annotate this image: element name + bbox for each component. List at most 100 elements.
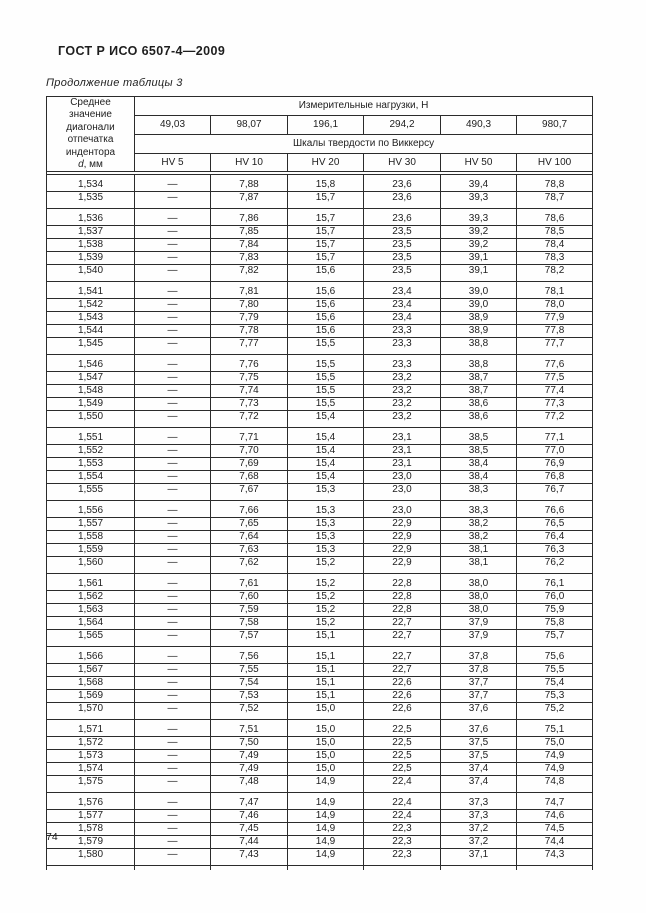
cell-diagonal: 1,577 xyxy=(46,809,135,824)
row-group: 1,561—7,61 15,2 22,8 38,0 76,1 1,562—7,60 15,2… xyxy=(46,573,594,648)
cell-hardness-value: — xyxy=(134,281,211,300)
cell-hardness-value: 15,0 xyxy=(287,736,364,751)
cell-hardness-value: 76,8 xyxy=(515,470,594,485)
cell-diagonal: 1,544 xyxy=(46,324,135,339)
cell-hardness-value: 7,78 xyxy=(210,324,288,339)
table-row: 1,549—7,73 15,5 23,2 38,6 77,3 xyxy=(46,397,594,412)
cell-hardness-value: 78,0 xyxy=(515,298,594,313)
cell-diagonal: 1,549 xyxy=(46,397,135,412)
cell-hardness-value: 38,8 xyxy=(440,337,517,356)
cell-hardness-value: 7,59 xyxy=(210,603,288,618)
cell-hardness-value: — xyxy=(134,483,211,502)
cell-hardness-value: — xyxy=(134,444,211,459)
cell-hardness-value: 15,3 xyxy=(287,530,364,545)
cell-hardness-value: 15,1 xyxy=(287,663,364,678)
cell-hardness-value: 74,3 xyxy=(515,848,594,867)
cell-hardness-value: — xyxy=(134,749,211,764)
cell-hardness-value: 39,2 xyxy=(440,238,517,253)
cell-diagonal: 1,538 xyxy=(46,238,135,253)
stub-cell xyxy=(363,865,441,870)
cell-hardness-value: 22,4 xyxy=(363,775,441,794)
cell-diagonal: 1,534 xyxy=(46,174,135,193)
cell-hardness-value: 23,2 xyxy=(363,410,441,429)
cell-hardness-value: 78,4 xyxy=(515,238,594,253)
cell-hardness-value: 7,48 xyxy=(210,775,288,794)
cell-hardness-value: 38,6 xyxy=(440,397,517,412)
table-row: 1,555—7,67 15,3 23,0 38,3 76,7 xyxy=(46,483,594,502)
scale-label: HV 30 xyxy=(363,152,441,173)
cell-hardness-value: 74,5 xyxy=(515,822,594,837)
cell-hardness-value: — xyxy=(134,719,211,738)
cell-hardness-value: 38,8 xyxy=(440,354,517,373)
cell-hardness-value: 7,44 xyxy=(210,835,288,850)
row-group: 1,576—7,47 14,9 22,4 37,3 74,7 1,577—7,46 14,9… xyxy=(46,792,594,867)
cell-diagonal: 1,579 xyxy=(46,835,135,850)
cell-hardness-value: 74,4 xyxy=(515,835,594,850)
cell-hardness-value: 15,5 xyxy=(287,397,364,412)
cell-hardness-value: 78,5 xyxy=(515,225,594,240)
cell-hardness-value: — xyxy=(134,517,211,532)
cell-hardness-value: 23,6 xyxy=(363,191,441,210)
cell-hardness-value: — xyxy=(134,457,211,472)
cell-hardness-value: 22,7 xyxy=(363,663,441,678)
cell-hardness-value: 38,1 xyxy=(440,556,517,575)
cell-hardness-value: 22,6 xyxy=(363,702,441,721)
cell-hardness-value: 37,9 xyxy=(440,616,517,631)
cell-diagonal: 1,555 xyxy=(46,483,135,502)
table-row: 1,553—7,69 15,4 23,1 38,4 76,9 xyxy=(46,457,594,472)
cell-hardness-value: — xyxy=(134,590,211,605)
cell-hardness-value: 23,0 xyxy=(363,470,441,485)
cell-hardness-value: 75,7 xyxy=(515,629,594,648)
cell-hardness-value: — xyxy=(134,822,211,837)
cell-diagonal: 1,559 xyxy=(46,543,135,558)
cell-hardness-value: 75,1 xyxy=(515,719,594,738)
table-row: 1,568—7,54 15,1 22,6 37,7 75,4 xyxy=(46,676,594,691)
cell-hardness-value: 77,8 xyxy=(515,324,594,339)
cell-hardness-value: 22,9 xyxy=(363,556,441,575)
cell-hardness-value: 22,7 xyxy=(363,629,441,648)
cell-hardness-value: — xyxy=(134,470,211,485)
table-row: 1,541—7,81 15,6 23,4 39,0 78,1 xyxy=(46,281,594,300)
cell-diagonal: 1,567 xyxy=(46,663,135,678)
cell-hardness-value: 39,3 xyxy=(440,208,517,227)
cell-hardness-value: 39,4 xyxy=(440,174,517,193)
table-row: 1,573—7,49 15,0 22,5 37,5 74,9 xyxy=(46,749,594,764)
cell-hardness-value: 7,56 xyxy=(210,646,288,665)
cell-diagonal: 1,540 xyxy=(46,264,135,283)
cell-hardness-value: 15,3 xyxy=(287,543,364,558)
cell-hardness-value: 37,3 xyxy=(440,792,517,811)
scales-header: Шкалы твердости по Виккерсу xyxy=(133,133,594,154)
cell-hardness-value: 7,85 xyxy=(210,225,288,240)
cell-hardness-value: 15,0 xyxy=(287,719,364,738)
table-row: 1,550—7,72 15,4 23,2 38,6 77,2 xyxy=(46,410,594,429)
corner-header-text: Среднее значение диагонали отпечатка инд… xyxy=(65,97,116,158)
cell-hardness-value: 22,3 xyxy=(363,822,441,837)
cell-hardness-value: 7,86 xyxy=(210,208,288,227)
cell-hardness-value: 76,9 xyxy=(515,457,594,472)
cell-hardness-value: 75,6 xyxy=(515,646,594,665)
stub-cell xyxy=(134,865,211,870)
cell-hardness-value: 7,76 xyxy=(210,354,288,373)
cell-hardness-value: 23,2 xyxy=(363,384,441,399)
cell-hardness-value: 15,0 xyxy=(287,702,364,721)
cell-hardness-value: 76,6 xyxy=(515,500,594,519)
cell-diagonal: 1,554 xyxy=(46,470,135,485)
cell-hardness-value: 14,9 xyxy=(287,822,364,837)
cell-hardness-value: 7,69 xyxy=(210,457,288,472)
table-row: 1,544—7,78 15,6 23,3 38,9 77,8 xyxy=(46,324,594,339)
cell-diagonal: 1,553 xyxy=(46,457,135,472)
cell-hardness-value: — xyxy=(134,410,211,429)
cell-hardness-value: 7,84 xyxy=(210,238,288,253)
cell-diagonal: 1,575 xyxy=(46,775,135,794)
diagonal-symbol: d xyxy=(78,159,84,171)
cell-hardness-value: 23,6 xyxy=(363,174,441,193)
stub-cell xyxy=(46,865,135,870)
cell-hardness-value: 23,5 xyxy=(363,225,441,240)
table-row: 1,574—7,49 15,0 22,5 37,4 74,9 xyxy=(46,762,594,777)
cell-hardness-value: 15,5 xyxy=(287,384,364,399)
cell-hardness-value: 7,52 xyxy=(210,702,288,721)
hardness-table: Среднее значение диагонали отпечатка инд… xyxy=(45,95,594,870)
cell-hardness-value: 77,9 xyxy=(515,311,594,326)
cell-hardness-value: — xyxy=(134,384,211,399)
cell-hardness-value: 37,8 xyxy=(440,646,517,665)
